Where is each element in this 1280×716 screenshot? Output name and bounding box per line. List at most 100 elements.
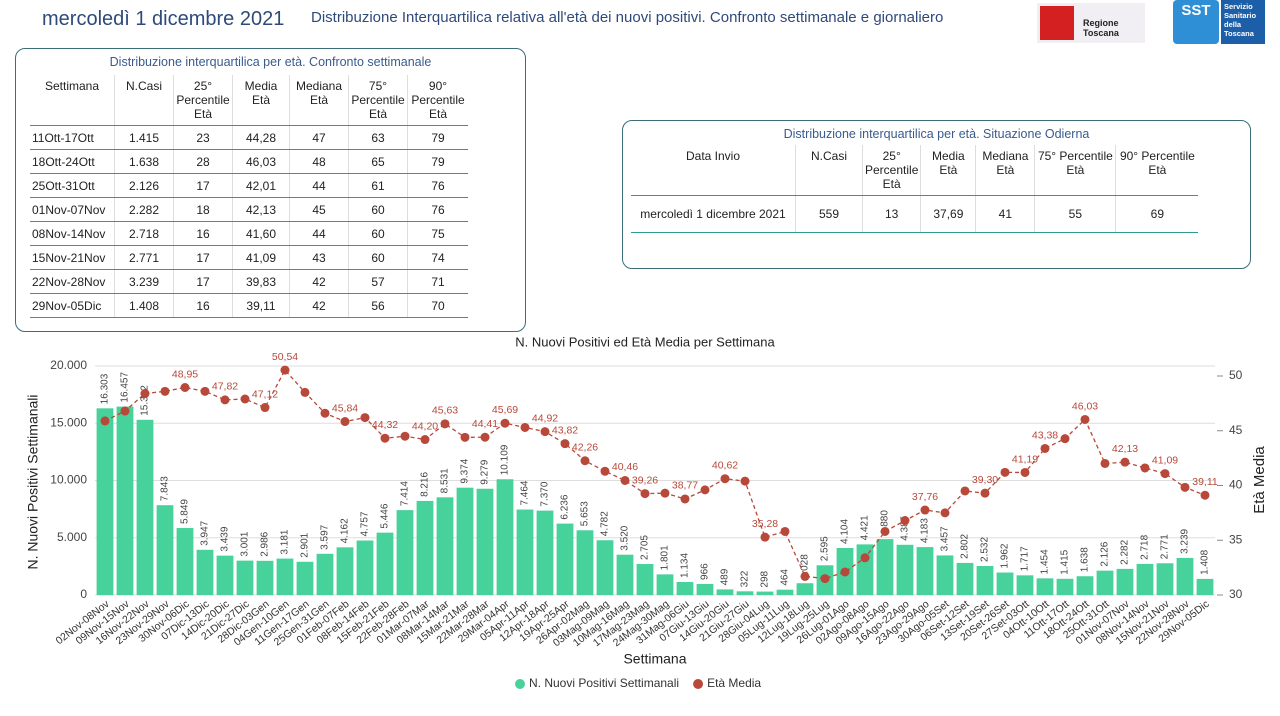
table-cell: 41 <box>975 195 1035 233</box>
line-point <box>740 476 750 486</box>
line-point <box>760 532 770 542</box>
y-tick-label: 5.000 <box>57 530 87 544</box>
bar <box>496 479 514 595</box>
bar <box>216 555 234 595</box>
bar <box>956 562 974 595</box>
table-cell: 29Nov-05Dic <box>30 293 115 318</box>
table-cell: 60 <box>348 221 408 246</box>
page-title: Distribuzione Interquartilica relativa a… <box>311 9 944 26</box>
table-cell: 11Ott-17Ott <box>30 125 115 150</box>
bar <box>1136 563 1154 595</box>
bar <box>876 539 894 595</box>
bar-label: 3.439 <box>220 526 231 551</box>
bar-label: 9.374 <box>460 458 471 483</box>
table-cell: 55 <box>1034 195 1116 233</box>
table-cell: 1.408 <box>114 293 174 318</box>
line-point <box>400 431 410 441</box>
column-header: 90° Percentile Età <box>407 75 468 126</box>
table-cell: 60 <box>348 197 408 222</box>
column-header: Media Età <box>920 145 976 196</box>
y-tick-label: 20.000 <box>50 358 87 372</box>
bar-label: 2.718 <box>1140 534 1151 559</box>
line-label: 48,95 <box>172 368 198 380</box>
bar <box>456 487 474 595</box>
bar-label: 16.457 <box>120 372 131 403</box>
line-label: 37,76 <box>912 491 938 503</box>
bar-label: 10.109 <box>500 444 511 475</box>
y-tick-label: 10.000 <box>50 473 87 487</box>
bar <box>936 555 954 595</box>
line-point <box>540 427 550 437</box>
bar-label: 7.370 <box>540 481 551 506</box>
line-point <box>220 395 230 405</box>
line-label: 44,92 <box>532 412 558 424</box>
table-cell: 42,13 <box>232 197 290 222</box>
bar-label: 16.303 <box>100 373 111 404</box>
table-cell: 18 <box>173 197 233 222</box>
line-point <box>200 386 210 396</box>
table-cell: 41,09 <box>232 245 290 270</box>
table-cell: 76 <box>407 197 468 222</box>
line-point <box>680 494 690 504</box>
bar <box>656 574 674 595</box>
table-cell: 17 <box>173 173 233 198</box>
table-cell: 28 <box>173 149 233 174</box>
line-point <box>640 489 650 499</box>
table-cell: 75 <box>407 221 468 246</box>
bar <box>696 583 714 595</box>
line-label: 40,62 <box>712 459 738 471</box>
bar-label: 3.597 <box>320 524 331 549</box>
bar <box>536 510 554 595</box>
table-cell: 45 <box>289 197 349 222</box>
line-point <box>360 413 370 423</box>
table-cell: 71 <box>407 269 468 294</box>
bar-label: 5.446 <box>380 503 391 528</box>
bar <box>376 532 394 595</box>
table-cell: 44,28 <box>232 125 290 150</box>
column-header: 75° Percentile Età <box>1034 145 1116 196</box>
weekly-panel: Distribuzione interquartilica per età. C… <box>15 48 526 332</box>
bar-label: 3.181 <box>280 529 291 554</box>
y-axis-title: N. Nuovi Positivi Settimanali <box>25 394 41 569</box>
table-cell: 37,69 <box>920 195 976 233</box>
line-point <box>1140 463 1150 473</box>
bar <box>1116 568 1134 595</box>
header-row: Data Invio N.Casi 25° Percentile Età Media … <box>631 145 1199 196</box>
logo-text: Regione Toscana <box>1083 18 1119 38</box>
table-row: 08Nov-14Nov 2.718 16 41,60 44 60 75 <box>30 221 468 246</box>
bar <box>556 523 574 595</box>
line-label: 40,46 <box>612 461 638 473</box>
table-cell: 23 <box>173 125 233 150</box>
bar-label: 6.236 <box>560 494 571 519</box>
bar <box>916 547 934 595</box>
line-label: 42,13 <box>1112 443 1138 455</box>
column-header: N.Casi <box>114 75 174 126</box>
line-point <box>1080 414 1090 424</box>
column-header: Data Invio <box>631 145 796 196</box>
line-point <box>700 485 710 495</box>
table-cell: 22Nov-28Nov <box>30 269 115 294</box>
table-cell: 13 <box>861 195 921 233</box>
bar-label: 4.421 <box>860 515 871 540</box>
bar-label: 1.454 <box>1040 549 1051 574</box>
line-point <box>120 406 130 416</box>
line-label: 45,84 <box>332 402 358 414</box>
bar-label: 5.849 <box>180 499 191 524</box>
table-cell: 74 <box>407 245 468 270</box>
bar-label: 1.028 <box>800 554 811 579</box>
table-cell: 42 <box>289 293 349 318</box>
table-cell: 41,60 <box>232 221 290 246</box>
bar <box>616 554 634 595</box>
bar <box>976 566 994 595</box>
table-cell: 46,03 <box>232 149 290 174</box>
bar-label: 464 <box>780 569 791 586</box>
column-header: 25° Percentile Età <box>861 145 921 196</box>
table-cell: 1.415 <box>114 125 174 150</box>
line-label: 47,12 <box>252 388 278 400</box>
bar <box>1016 575 1034 595</box>
bar <box>116 406 134 595</box>
bar <box>436 497 454 595</box>
bar <box>736 591 754 595</box>
bar-label: 1.415 <box>1060 549 1071 574</box>
panel-title: Distribuzione interquartilica per età. C… <box>109 55 432 69</box>
